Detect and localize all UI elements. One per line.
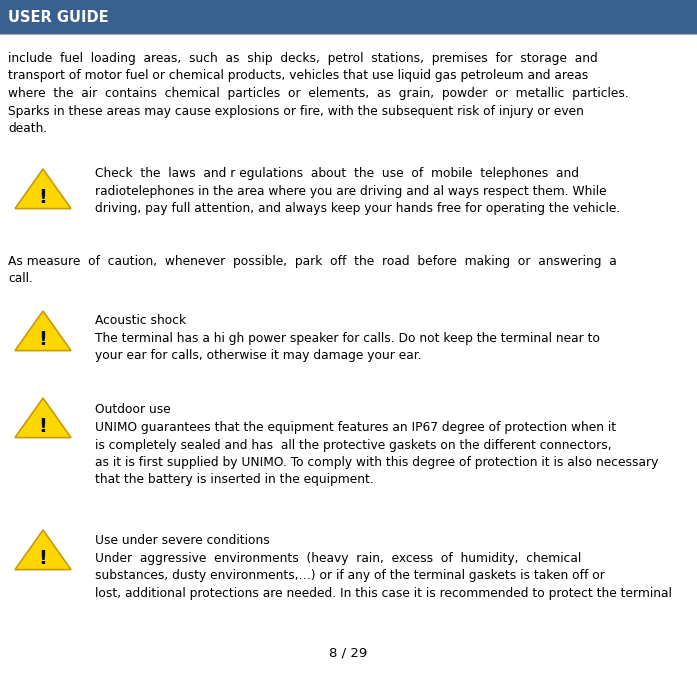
Bar: [0, 0, 697, 34]
Text: Acoustic shock: Acoustic shock: [95, 314, 186, 327]
Polygon shape: [15, 169, 71, 209]
Text: 8 / 29: 8 / 29: [330, 647, 367, 660]
Text: !: !: [38, 549, 47, 568]
Text: Check  the  laws  and r egulations  about  the  use  of  mobile  telephones  and: Check the laws and r egulations about th…: [95, 167, 620, 215]
Text: !: !: [38, 188, 47, 207]
Text: Outdoor use: Outdoor use: [95, 403, 171, 416]
Polygon shape: [15, 311, 71, 351]
Polygon shape: [15, 398, 71, 438]
Text: !: !: [38, 418, 47, 437]
Text: Under  aggressive  environments  (heavy  rain,  excess  of  humidity,  chemical
: Under aggressive environments (heavy rai…: [95, 552, 672, 600]
Text: include  fuel  loading  areas,  such  as  ship  decks,  petrol  stations,  premi: include fuel loading areas, such as ship…: [8, 52, 629, 135]
Text: USER GUIDE: USER GUIDE: [8, 10, 109, 24]
Text: UNIMO guarantees that the equipment features an IP67 degree of protection when i: UNIMO guarantees that the equipment feat…: [95, 421, 659, 486]
Text: Use under severe conditions: Use under severe conditions: [95, 534, 270, 547]
Text: As measure  of  caution,  whenever  possible,  park  off  the  road  before  mak: As measure of caution, whenever possible…: [8, 255, 617, 286]
Polygon shape: [15, 530, 71, 570]
Text: The terminal has a hi gh power speaker for calls. Do not keep the terminal near : The terminal has a hi gh power speaker f…: [95, 332, 600, 362]
Text: !: !: [38, 330, 47, 350]
